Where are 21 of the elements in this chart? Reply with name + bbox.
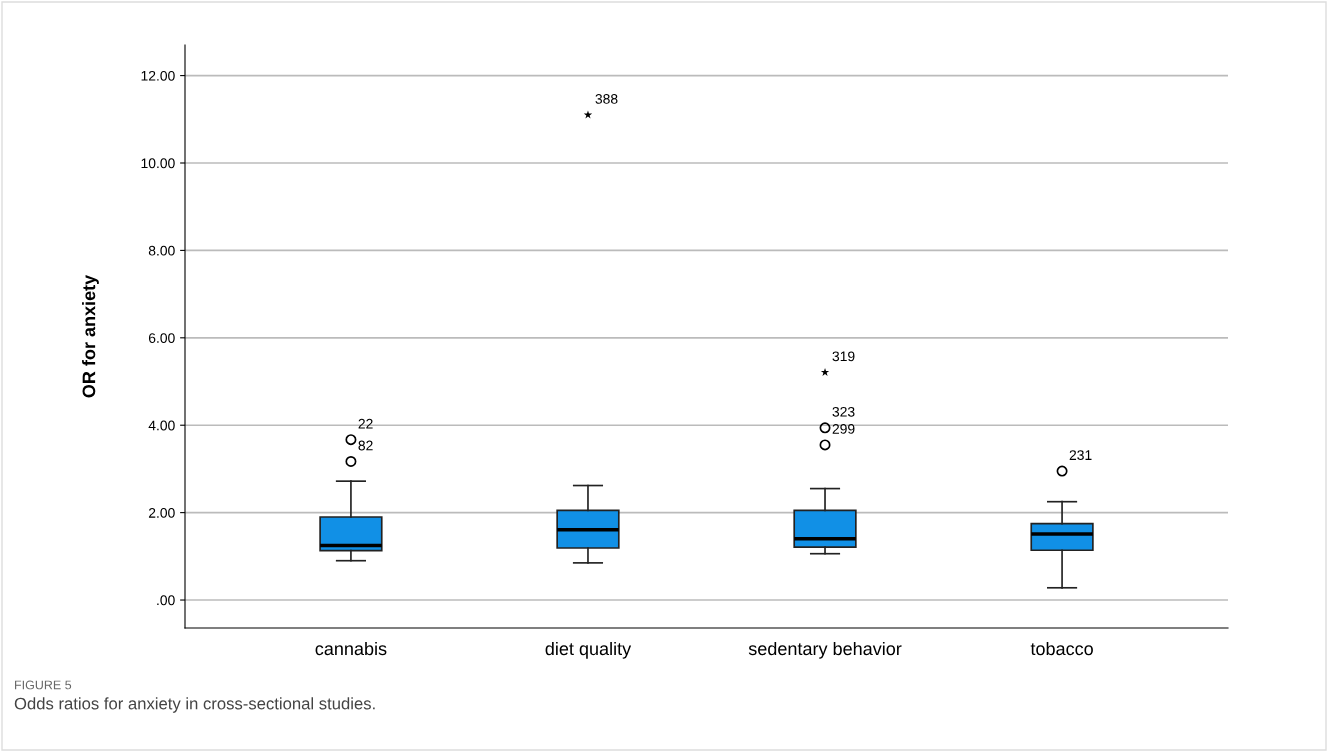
x-tick-label: tobacco bbox=[1030, 641, 1093, 656]
y-tick-label: 12.00 bbox=[141, 70, 175, 81]
annotation: 22 bbox=[358, 418, 373, 429]
annotation: 319 bbox=[832, 351, 855, 362]
annotation: 323 bbox=[832, 406, 855, 417]
caption: FIGURE 5 bbox=[15, 680, 72, 690]
y-tick-label: .00 bbox=[157, 595, 175, 606]
text: Odds ratios for anxiety in cross-sectional studies. bbox=[14, 697, 375, 713]
annotation: 82 bbox=[358, 440, 373, 451]
x-tick-label: sedentary behavior bbox=[748, 641, 902, 659]
y-tick-label: 10.00 bbox=[141, 158, 175, 169]
y-tick-label: 6.00 bbox=[148, 333, 175, 343]
annotation: 299 bbox=[832, 423, 855, 434]
y-tick-label: 4.00 bbox=[148, 420, 175, 431]
y-axis-title: OR for anxiety bbox=[82, 274, 99, 398]
y-tick-label: 8.00 bbox=[148, 245, 175, 256]
annotation: 231 bbox=[1069, 450, 1092, 461]
x-tick-label: diet quality bbox=[545, 641, 632, 659]
y-tick-label: 2.00 bbox=[148, 507, 175, 518]
x-tick-label: cannabis bbox=[315, 641, 387, 656]
annotation: 388 bbox=[595, 94, 618, 104]
